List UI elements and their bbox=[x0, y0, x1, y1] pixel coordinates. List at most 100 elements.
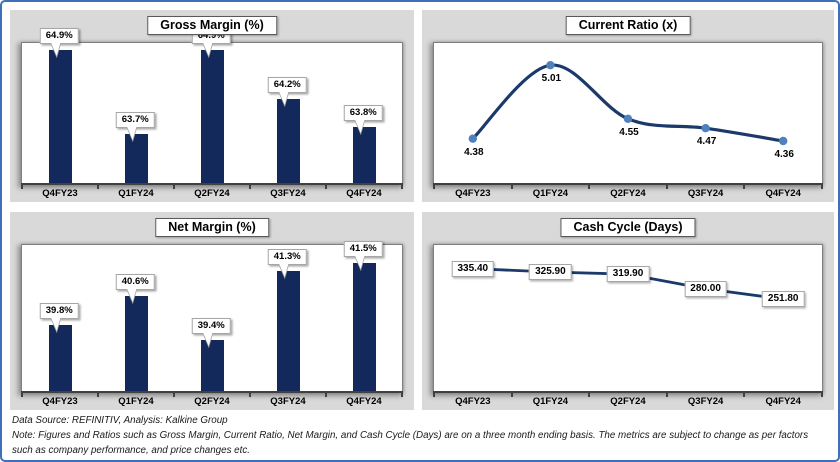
data-label-callout: 64.9% bbox=[39, 28, 79, 58]
bar-q2fy24 bbox=[200, 50, 224, 183]
axis-label-q4fy24: Q4FY24 bbox=[346, 188, 382, 199]
axis-tick bbox=[325, 183, 327, 189]
footer-note: Note: Figures and Ratios such as Gross M… bbox=[12, 430, 809, 456]
axis-tick bbox=[665, 391, 668, 397]
axis-label-q1fy24: Q1FY24 bbox=[118, 188, 154, 199]
axis-label-q3fy24: Q3FY24 bbox=[687, 188, 724, 199]
axis-label-q3fy24: Q3FY24 bbox=[270, 396, 306, 407]
chart-title: Current Ratio (x) bbox=[565, 16, 691, 35]
chart-title: Net Margin (%) bbox=[155, 218, 269, 237]
data-label: 4.36 bbox=[774, 149, 794, 160]
callout-tail bbox=[50, 318, 62, 334]
axis-label-q2fy24: Q2FY24 bbox=[194, 188, 230, 199]
chart-panel-gross-margin: Gross Margin (%) Q4FY23 Q1FY24 Q2FY24 Q3FY2… bbox=[10, 10, 414, 202]
data-point-q4fy23 bbox=[468, 134, 477, 143]
axis-label-q1fy24: Q1FY24 bbox=[532, 396, 569, 407]
axis-tick bbox=[21, 183, 23, 189]
data-point-q3fy24 bbox=[701, 123, 710, 133]
chart-panel-cash-cycle: Cash Cycle (Days) Q4FY23 Q1FY24 Q2FY24 Q3FY… bbox=[422, 212, 834, 410]
axis-tick bbox=[325, 391, 327, 397]
axis-tick bbox=[249, 183, 251, 189]
data-label-callout: 39.8% bbox=[39, 303, 79, 334]
axis-tick bbox=[433, 183, 435, 189]
plot-area: Q4FY23 Q1FY24 Q2FY24 Q3FY24 Q4FY24 335.40 325.… bbox=[433, 244, 823, 407]
bar-q4fy23 bbox=[48, 50, 72, 183]
axis-label-q1fy24: Q1FY24 bbox=[118, 396, 154, 407]
axis-label-q3fy24: Q3FY24 bbox=[270, 188, 306, 199]
plot-area: Q4FY23 Q1FY24 Q2FY24 Q3FY24 Q4FY24 39.8% 40.6%… bbox=[21, 241, 403, 407]
data-point-q2fy24 bbox=[623, 114, 633, 124]
data-label: 64.2% bbox=[267, 77, 307, 93]
plot-area: Q4FY23 Q1FY24 Q2FY24 Q3FY24 Q4FY24 64.9% 63.7%… bbox=[21, 28, 403, 199]
data-label: 335.40 bbox=[451, 260, 495, 277]
data-label: 4.55 bbox=[619, 126, 639, 138]
axis-label-q4fy24: Q4FY24 bbox=[346, 396, 382, 407]
axis-tick bbox=[173, 183, 175, 189]
axis-label-q4fy23: Q4FY23 bbox=[455, 396, 491, 407]
footer: Data Source: REFINITIV, Analysis: Kalkin… bbox=[12, 413, 830, 458]
data-point-q4fy24 bbox=[779, 136, 788, 146]
data-label-callout: 40.6% bbox=[115, 274, 155, 305]
callout-tail bbox=[126, 127, 138, 142]
axis-tick bbox=[433, 391, 435, 397]
bar-q1fy24 bbox=[124, 296, 148, 391]
callout-tail bbox=[202, 332, 214, 348]
axis-label-q4fy23: Q4FY23 bbox=[42, 396, 78, 407]
data-label: 39.8% bbox=[39, 303, 79, 320]
axis-tick bbox=[249, 391, 251, 397]
data-label: 251.80 bbox=[761, 291, 805, 308]
data-label: 41.5% bbox=[343, 241, 383, 258]
bar-q4fy24 bbox=[352, 263, 376, 391]
data-label: 41.3% bbox=[267, 248, 307, 265]
axis-label-q4fy24: Q4FY24 bbox=[765, 396, 801, 407]
data-label: 280.00 bbox=[684, 280, 727, 297]
axis-label-q4fy23: Q4FY23 bbox=[455, 188, 491, 199]
axis-tick bbox=[401, 391, 403, 397]
bar-q2fy24 bbox=[200, 339, 224, 391]
bar-q1fy24 bbox=[124, 134, 148, 183]
current-ratio-line-chart bbox=[468, 60, 788, 146]
chart-title: Cash Cycle (Days) bbox=[560, 218, 696, 237]
axis-tick bbox=[588, 391, 591, 397]
axis-label-q4fy23: Q4FY23 bbox=[42, 188, 78, 199]
chart-title: Gross Margin (%) bbox=[147, 16, 277, 35]
data-point-q1fy24 bbox=[546, 60, 555, 70]
axis-tick bbox=[743, 391, 746, 397]
data-label: 325.90 bbox=[529, 264, 572, 281]
data-label: 39.4% bbox=[191, 317, 231, 334]
axis-label-q2fy24: Q2FY24 bbox=[610, 188, 646, 199]
data-label: 40.6% bbox=[115, 274, 155, 291]
bar-q4fy23 bbox=[48, 325, 72, 391]
callout-tail bbox=[278, 92, 290, 107]
data-label-callout: 63.7% bbox=[115, 112, 155, 142]
axis-tick bbox=[173, 391, 175, 397]
axis-tick bbox=[21, 391, 23, 397]
callout-tail bbox=[202, 43, 214, 58]
axis-label-q2fy24: Q2FY24 bbox=[194, 396, 230, 407]
plot-area: Q4FY23 Q1FY24 Q2FY24 Q3FY24 Q4FY24 4.38 5.01 4.… bbox=[433, 42, 823, 199]
axis-tick bbox=[510, 391, 513, 397]
axis-tick bbox=[97, 183, 99, 189]
footer-source: Data Source: REFINITIV, Analysis: Kalkin… bbox=[12, 415, 228, 426]
bar-q3fy24 bbox=[276, 270, 300, 391]
axis-tick bbox=[588, 183, 591, 189]
data-label-callout: 63.8% bbox=[343, 105, 383, 135]
callout-tail bbox=[354, 120, 366, 135]
callout-tail bbox=[50, 43, 62, 58]
axis-tick bbox=[821, 391, 823, 397]
axis-tick bbox=[821, 183, 823, 189]
axis-label-q4fy24: Q4FY24 bbox=[765, 188, 801, 199]
data-label: 5.01 bbox=[541, 73, 562, 85]
callout-tail bbox=[126, 289, 138, 305]
axis-tick bbox=[401, 183, 403, 189]
axis-tick bbox=[510, 183, 513, 189]
series-line bbox=[471, 63, 785, 143]
data-label-callout: 41.3% bbox=[267, 248, 307, 279]
data-label: 4.38 bbox=[464, 146, 484, 158]
bar-q4fy24 bbox=[352, 127, 376, 183]
axis-label-q2fy24: Q2FY24 bbox=[610, 396, 646, 407]
axis-tick bbox=[665, 183, 668, 189]
axis-label-q3fy24: Q3FY24 bbox=[687, 396, 724, 407]
axis-tick bbox=[97, 391, 99, 397]
